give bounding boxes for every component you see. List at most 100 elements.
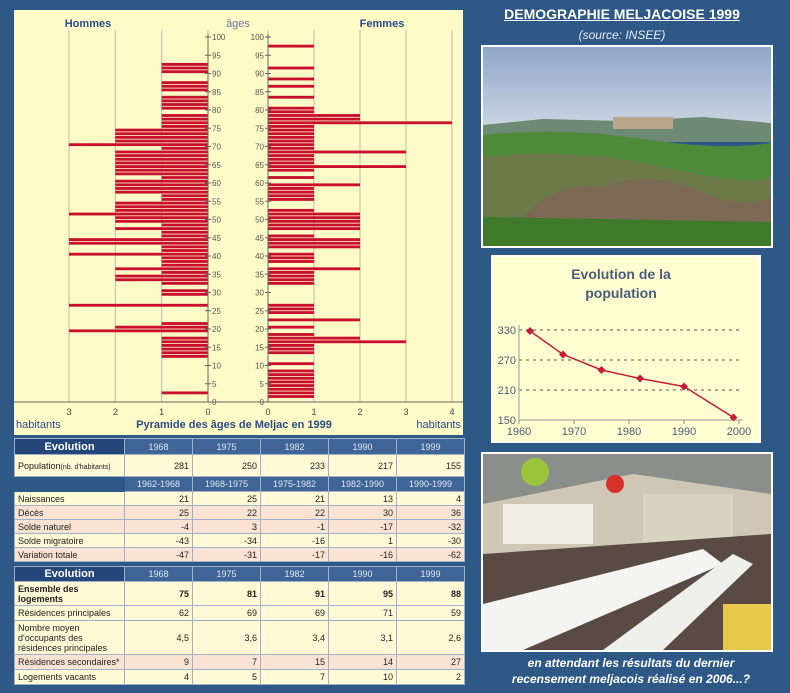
- value-cell: 59: [396, 605, 465, 621]
- bar: [115, 165, 208, 168]
- bar: [161, 289, 208, 293]
- year-header: 1975: [192, 438, 261, 455]
- bar: [268, 351, 314, 355]
- y-tick-label: 100: [251, 33, 265, 42]
- bar: [268, 150, 406, 154]
- table-row: 1962-1968 1968-1975 1975-1982 1982-1990 1990…: [14, 476, 465, 492]
- value-cell: 7: [260, 669, 329, 685]
- y-axis-label: âges: [226, 18, 250, 30]
- bar: [161, 176, 208, 179]
- bar: [161, 70, 208, 74]
- bar: [161, 249, 208, 252]
- bar: [268, 117, 360, 121]
- bar: [268, 391, 314, 395]
- bar: [161, 234, 208, 238]
- bar: [115, 274, 208, 278]
- bar: [268, 387, 314, 391]
- y-tick-label: 40: [255, 252, 264, 261]
- row-label: Résidences secondaires*: [14, 654, 125, 670]
- bar: [115, 216, 208, 220]
- source: (source: INSEE): [578, 28, 666, 42]
- x-tick-label: 1990: [672, 426, 696, 438]
- bar: [161, 62, 208, 66]
- bar: [161, 347, 208, 351]
- y-tick-label: 270: [498, 355, 516, 367]
- bar: [268, 168, 314, 172]
- y-tick-label: 5: [260, 380, 265, 389]
- bar: [268, 227, 360, 231]
- x-tick-label: 1980: [617, 426, 641, 438]
- x-tick-label: 4: [449, 407, 454, 417]
- bar: [268, 380, 314, 384]
- value-cell: 21: [260, 491, 329, 506]
- empty-cell: [14, 476, 125, 492]
- x-tick-label: 2: [357, 407, 362, 417]
- value-cell: 10: [328, 669, 397, 685]
- bar: [268, 340, 406, 344]
- bar: [115, 208, 208, 212]
- y-tick-label: 40: [212, 252, 221, 261]
- x-tick-label: 1: [311, 407, 316, 417]
- bar: [161, 81, 208, 85]
- x-tick-label: 2: [113, 407, 118, 417]
- bar: [268, 303, 314, 307]
- bar: [115, 325, 208, 329]
- value-cell: 71: [328, 605, 397, 621]
- bar: [268, 395, 314, 398]
- value-cell: 88: [396, 581, 465, 606]
- bar: [161, 103, 208, 106]
- bar: [268, 333, 314, 336]
- bar: [69, 212, 208, 216]
- year-header: 1990: [328, 566, 397, 582]
- bar: [268, 336, 360, 340]
- x-tick-label: 1970: [562, 426, 586, 438]
- row-label: Solde naturel: [14, 519, 125, 534]
- value-cell: 5: [192, 669, 261, 685]
- series-label: Femmes: [360, 18, 405, 30]
- y-tick-label: 15: [255, 343, 264, 352]
- point: [597, 366, 606, 374]
- y-tick-label: 55: [255, 197, 264, 206]
- bar: [268, 146, 314, 150]
- y-tick-label: 210: [498, 385, 516, 397]
- bar: [268, 66, 314, 70]
- bar: [268, 252, 314, 256]
- y-tick-label: 10: [255, 362, 264, 371]
- bar: [268, 121, 452, 125]
- bar: [268, 183, 360, 187]
- point: [559, 350, 567, 359]
- value-cell: 3,6: [192, 620, 261, 655]
- bar: [115, 187, 208, 190]
- bar: [268, 176, 314, 179]
- value-cell: 27: [396, 654, 465, 670]
- bar: [268, 376, 314, 380]
- table-row: Variation totale -47 -31 -17 -16 -62: [14, 547, 465, 562]
- value-cell: -62: [396, 547, 465, 562]
- y-tick-label: 15: [212, 343, 221, 352]
- bar: [268, 125, 314, 128]
- y-tick-label: 50: [255, 216, 264, 225]
- value-cell: -16: [260, 533, 329, 548]
- value-cell: 30: [328, 505, 397, 520]
- bar: [161, 336, 208, 340]
- bar: [69, 143, 208, 147]
- bar: [161, 114, 208, 117]
- bar: [115, 135, 208, 139]
- page-title: DEMOGRAPHIE MELJACOISE 1999: [504, 6, 740, 22]
- table-row: Population(nb. d'habitants) 281 250 233 217 1…: [14, 454, 465, 477]
- table-row: Décès 25 22 22 30 36: [14, 505, 465, 520]
- x-axis-label: habitants: [16, 419, 61, 431]
- bar: [268, 198, 314, 201]
- y-tick-label: 75: [255, 124, 264, 133]
- bar: [161, 354, 208, 358]
- y-tick-label: 95: [255, 51, 264, 60]
- value-cell: 62: [124, 605, 193, 621]
- y-tick-label: 50: [212, 216, 221, 225]
- value-cell: 91: [260, 581, 329, 606]
- bar: [161, 263, 208, 267]
- bar: [268, 347, 314, 351]
- pyramid-background: [14, 10, 463, 435]
- bar: [161, 292, 208, 296]
- y-tick-label: 330: [498, 325, 516, 337]
